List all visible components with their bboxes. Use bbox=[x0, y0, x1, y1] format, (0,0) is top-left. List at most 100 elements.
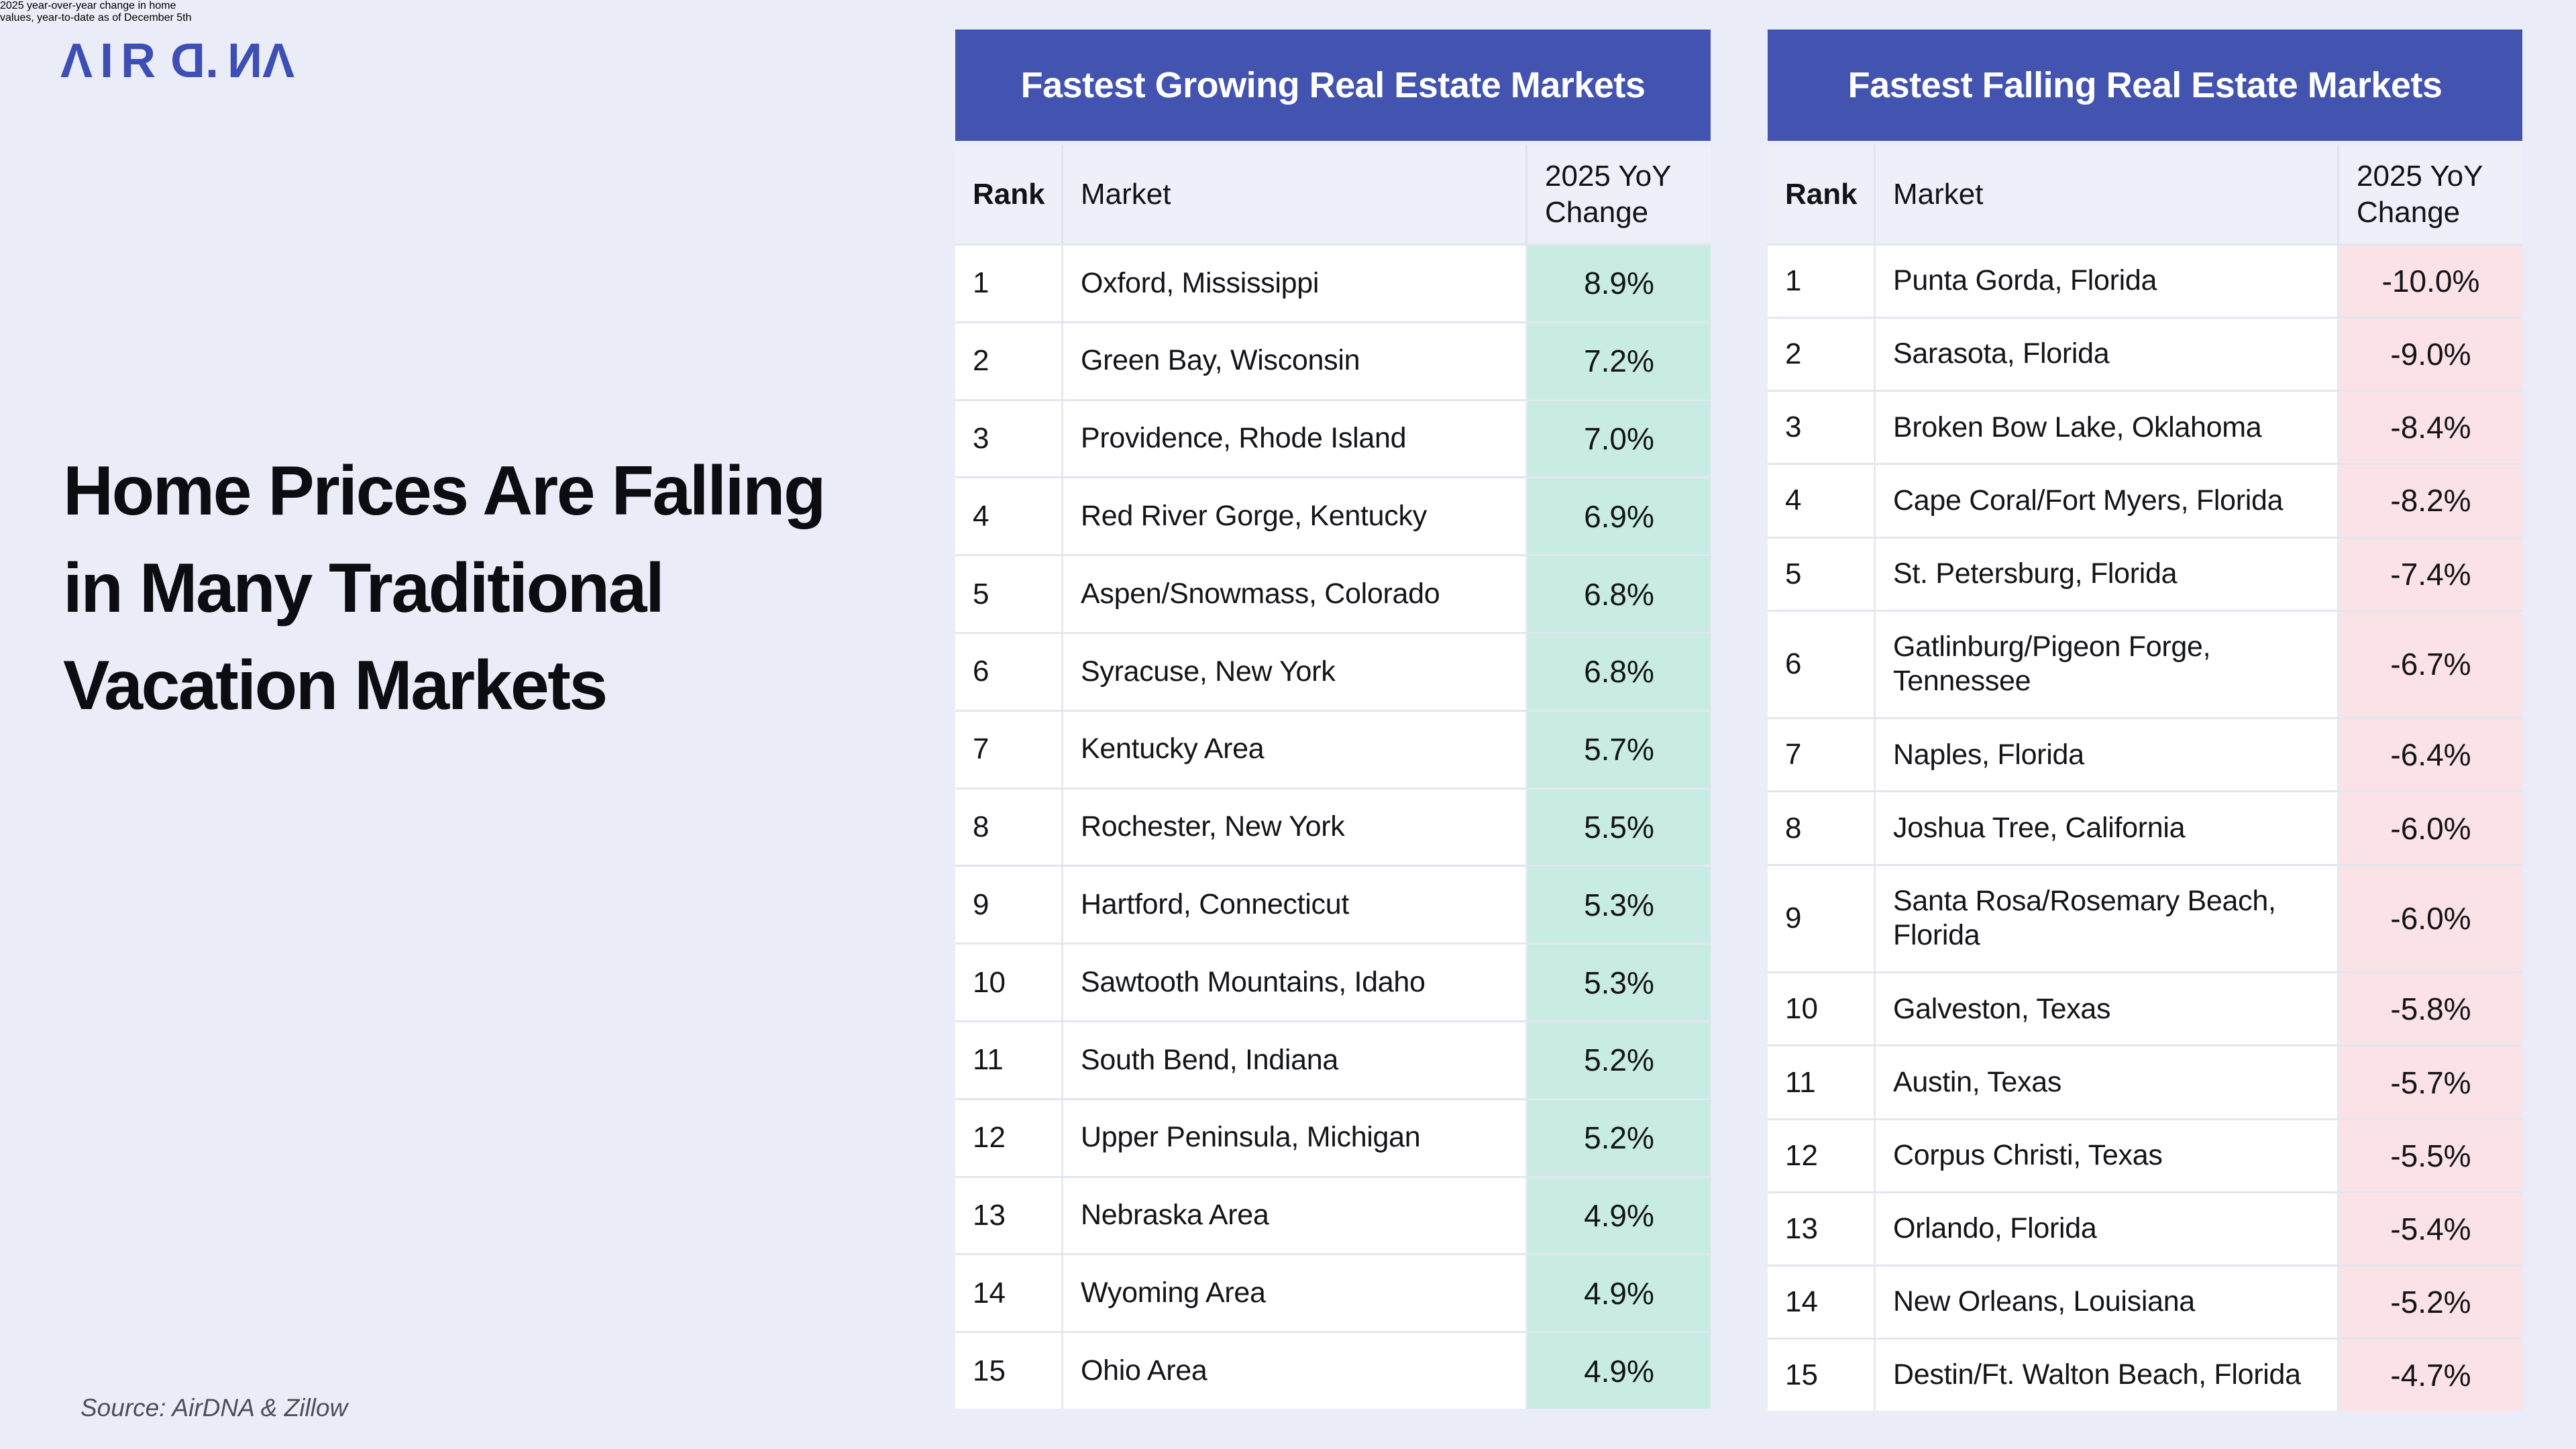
change-cell: -6.4% bbox=[2337, 719, 2522, 791]
change-cell: 5.7% bbox=[1525, 711, 1711, 788]
table-row: 10 Galveston, Texas -5.8% bbox=[1768, 971, 2522, 1045]
market-cell: Cape Coral/Fort Myers, Florida bbox=[1874, 465, 2337, 537]
change-cell: -6.0% bbox=[2337, 792, 2522, 864]
rank-cell: 4 bbox=[1785, 484, 1802, 517]
market-cell: Santa Rosa/Rosemary Beach, Florida bbox=[1874, 865, 2337, 972]
table-row: 2 Green Bay, Wisconsin 7.2% bbox=[955, 321, 1711, 399]
table-body: 1 Punta Gorda, Florida -10.0% 2 Sarasota, Fl… bbox=[1768, 244, 2522, 1411]
market-cell: Green Bay, Wisconsin bbox=[1061, 323, 1525, 399]
rank-cell: 14 bbox=[1785, 1285, 1818, 1318]
market-cell: Punta Gorda, Florida bbox=[1874, 246, 2337, 317]
table-row: 8 Joshua Tree, California -6.0% bbox=[1768, 790, 2522, 864]
table-row: 3 Broken Bow Lake, Oklahoma -8.4% bbox=[1768, 390, 2522, 464]
fastest-growing-table: Fastest Growing Real Estate Markets Rank… bbox=[955, 30, 1711, 1409]
table-column-header: Rank Market 2025 YoY Change bbox=[955, 145, 1711, 244]
column-header-change: 2025 YoY Change bbox=[1525, 145, 1711, 244]
rank-cell: 9 bbox=[973, 888, 989, 921]
rank-cell: 8 bbox=[1785, 811, 1802, 845]
rank-cell: 2 bbox=[1785, 337, 1802, 371]
change-cell: -5.4% bbox=[2337, 1193, 2522, 1265]
page-title-line: Vacation Markets bbox=[63, 647, 608, 724]
change-cell: -9.0% bbox=[2337, 319, 2522, 390]
table-body: 1 Oxford, Mississippi 8.9% 2 Green Bay, Wisc… bbox=[955, 244, 1711, 1409]
change-cell: 4.9% bbox=[1525, 1177, 1711, 1254]
market-cell: St. Petersburg, Florida bbox=[1874, 538, 2337, 610]
page-title: Home Prices Are Falling in Many Traditio… bbox=[63, 443, 826, 735]
rank-cell: 6 bbox=[973, 655, 989, 688]
change-cell: -5.8% bbox=[2337, 973, 2522, 1045]
change-cell: -10.0% bbox=[2337, 246, 2522, 317]
rank-cell: 10 bbox=[1785, 992, 1818, 1026]
change-cell: -5.7% bbox=[2337, 1046, 2522, 1118]
table-row: 1 Oxford, Mississippi 8.9% bbox=[955, 244, 1711, 321]
rank-cell: 4 bbox=[973, 499, 989, 533]
market-cell: New Orleans, Louisiana bbox=[1874, 1266, 2337, 1338]
table-row: 7 Kentucky Area 5.7% bbox=[955, 709, 1711, 788]
market-cell: Syracuse, New York bbox=[1061, 633, 1525, 710]
rank-cell: 7 bbox=[1785, 738, 1802, 771]
rank-cell: 8 bbox=[973, 810, 989, 843]
change-cell: 6.8% bbox=[1525, 633, 1711, 710]
logo-letter: R bbox=[121, 34, 164, 88]
market-cell: Rochester, New York bbox=[1061, 789, 1525, 865]
table-row: 13 Orlando, Florida -5.4% bbox=[1768, 1191, 2522, 1265]
table-row: 14 New Orleans, Louisiana -5.2% bbox=[1768, 1264, 2522, 1338]
change-cell: 5.3% bbox=[1525, 945, 1711, 1020]
column-header-market: Market bbox=[1874, 145, 2337, 244]
change-cell: -8.4% bbox=[2337, 392, 2522, 464]
market-cell: Galveston, Texas bbox=[1874, 973, 2337, 1045]
change-cell: 4.9% bbox=[1525, 1333, 1711, 1409]
rank-cell: 10 bbox=[973, 965, 1006, 999]
table-row: 5 St. Petersburg, Florida -7.4% bbox=[1768, 536, 2522, 610]
rank-cell: 12 bbox=[1785, 1138, 1818, 1172]
column-header-rank: Rank bbox=[973, 177, 1045, 211]
table-row: 9 Santa Rosa/Rosemary Beach, Florida -6.0% bbox=[1768, 863, 2522, 972]
table-row: 10 Sawtooth Mountains, Idaho 5.3% bbox=[955, 943, 1711, 1020]
table-row: 11 South Bend, Indiana 5.2% bbox=[955, 1020, 1711, 1098]
table-row: 15 Ohio Area 4.9% bbox=[955, 1331, 1711, 1409]
logo-letter: I bbox=[100, 34, 121, 88]
market-cell: Orlando, Florida bbox=[1874, 1193, 2337, 1265]
change-cell: 7.0% bbox=[1525, 400, 1711, 477]
rank-cell: 15 bbox=[973, 1354, 1006, 1387]
table-row: 12 Upper Peninsula, Michigan 5.2% bbox=[955, 1097, 1711, 1176]
change-cell: -7.4% bbox=[2337, 538, 2522, 610]
market-cell: Upper Peninsula, Michigan bbox=[1061, 1099, 1525, 1176]
change-cell: 5.2% bbox=[1525, 1099, 1711, 1176]
market-cell: Naples, Florida bbox=[1874, 719, 2337, 791]
logo-letter: Λ bbox=[60, 34, 101, 88]
table-column-header: Rank Market 2025 YoY Change bbox=[1768, 145, 2522, 244]
market-cell: Sarasota, Florida bbox=[1874, 319, 2337, 390]
rank-cell: 3 bbox=[1785, 411, 1802, 444]
rank-cell: 1 bbox=[1785, 264, 1802, 298]
rank-cell: 11 bbox=[973, 1043, 1004, 1077]
market-cell: Aspen/Snowmass, Colorado bbox=[1061, 556, 1525, 632]
market-cell: Destin/Ft. Walton Beach, Florida bbox=[1874, 1339, 2337, 1411]
table-row: 6 Gatlinburg/Pigeon Forge, Tennessee -6.7% bbox=[1768, 609, 2522, 718]
page-title-line: in Many Traditional bbox=[63, 549, 665, 627]
change-cell: -4.7% bbox=[2337, 1339, 2522, 1411]
change-cell: -6.0% bbox=[2337, 865, 2522, 972]
table-row: 7 Naples, Florida -6.4% bbox=[1768, 717, 2522, 791]
page-subtitle-line: values, year-to-date as of December 5th bbox=[0, 12, 192, 23]
logo-letter: D bbox=[163, 34, 206, 88]
change-cell: 5.3% bbox=[1525, 867, 1711, 943]
rank-cell: 11 bbox=[1785, 1065, 1816, 1099]
page-title-line: Home Prices Are Falling bbox=[63, 452, 826, 530]
market-cell: Joshua Tree, California bbox=[1874, 792, 2337, 864]
change-cell: -5.5% bbox=[2337, 1120, 2522, 1191]
table-row: 12 Corpus Christi, Texas -5.5% bbox=[1768, 1118, 2522, 1191]
rank-cell: 13 bbox=[973, 1198, 1006, 1232]
table-row: 15 Destin/Ft. Walton Beach, Florida -4.7% bbox=[1768, 1337, 2522, 1411]
change-cell: -8.2% bbox=[2337, 465, 2522, 537]
market-cell: Red River Gorge, Kentucky bbox=[1061, 478, 1525, 555]
fastest-falling-table: Fastest Falling Real Estate Markets Rank… bbox=[1768, 30, 2522, 1411]
table-row: 4 Cape Coral/Fort Myers, Florida -8.2% bbox=[1768, 463, 2522, 537]
source-note: Source: AirDNA & Zillow bbox=[80, 1394, 348, 1421]
rank-cell: 14 bbox=[973, 1276, 1006, 1309]
market-cell: Ohio Area bbox=[1061, 1333, 1525, 1409]
market-cell: Oxford, Mississippi bbox=[1061, 246, 1525, 321]
table-title: Fastest Falling Real Estate Markets bbox=[1768, 30, 2522, 141]
table-row: 5 Aspen/Snowmass, Colorado 6.8% bbox=[955, 554, 1711, 632]
